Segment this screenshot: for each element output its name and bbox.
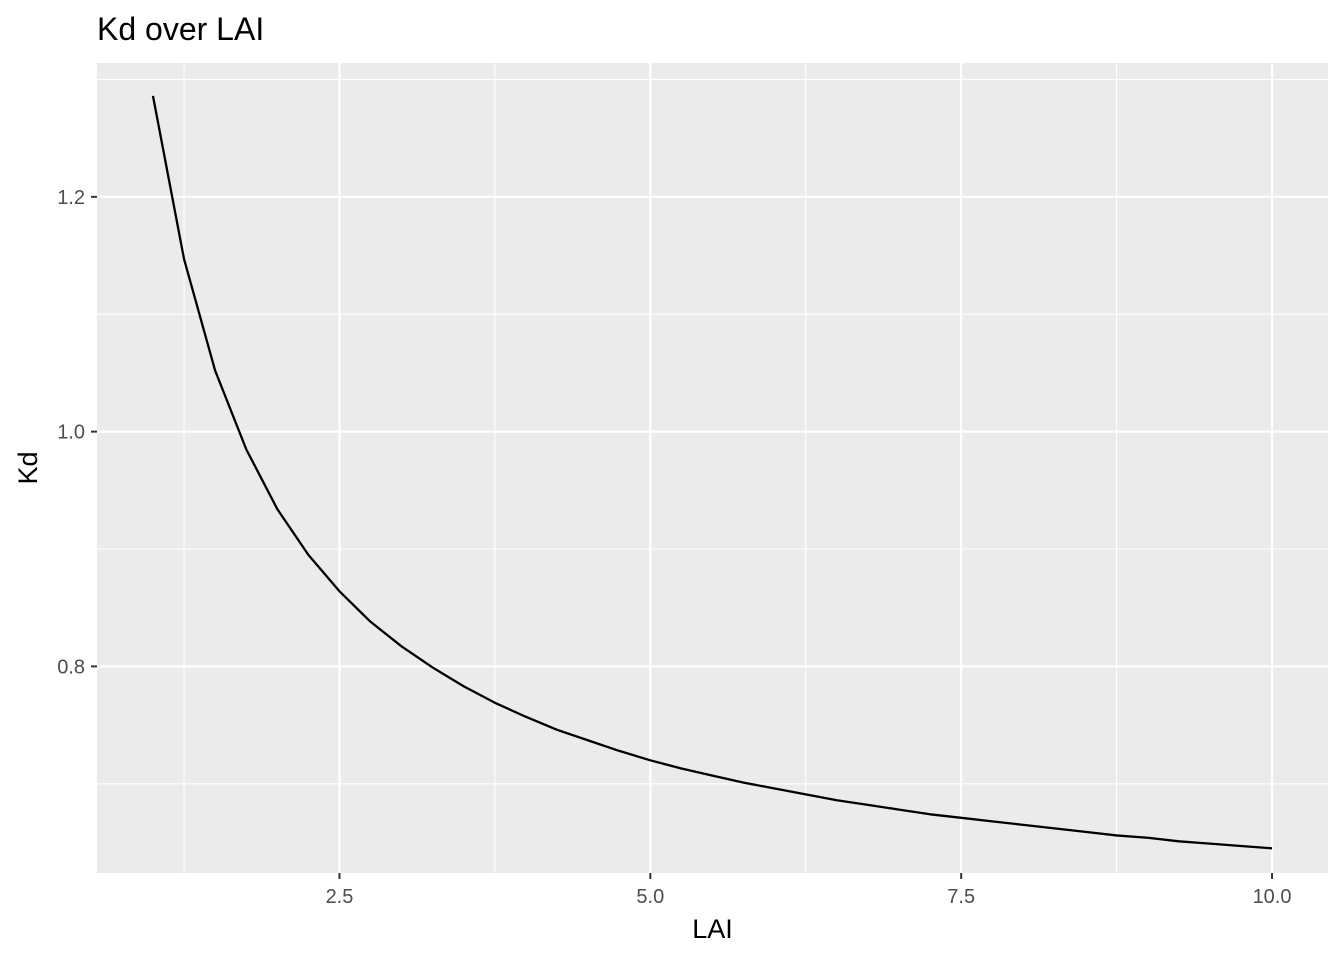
y-tick-label: 1.2 (57, 187, 85, 209)
series-layer (151, 95, 1273, 850)
plot-panel (97, 63, 1328, 873)
x-axis-label: LAI (692, 914, 733, 944)
y-axis-label: Kd (13, 451, 43, 484)
major-gridlines (97, 63, 1328, 873)
series-line (151, 95, 1273, 850)
chart-title: Kd over LAI (97, 11, 264, 47)
minor-gridlines (97, 63, 1328, 873)
y-axis: 0.8 1.0 1.2 (57, 187, 97, 678)
y-tick-label: 0.8 (57, 656, 85, 678)
x-axis: 2.5 5.0 7.5 10.0 (326, 873, 1292, 908)
y-tick-label: 1.0 (57, 422, 85, 444)
x-tick-label: 5.0 (636, 886, 664, 908)
x-tick-label: 7.5 (947, 886, 975, 908)
x-tick-label: 2.5 (326, 886, 354, 908)
x-tick-label: 10.0 (1253, 886, 1292, 908)
